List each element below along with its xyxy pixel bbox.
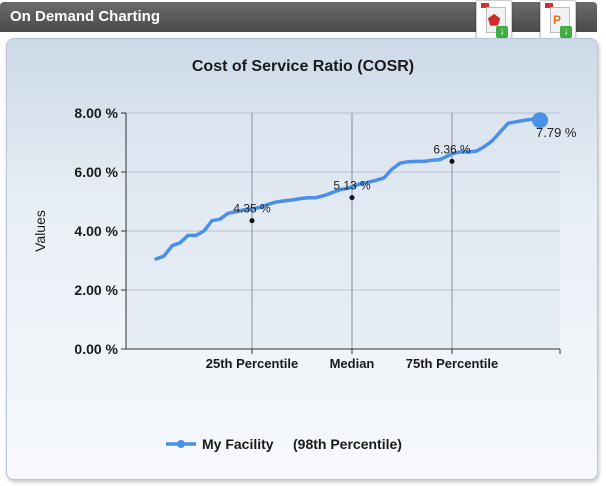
download-arrow-icon: ↓ <box>560 26 572 38</box>
y-tick-label: 6.00 % <box>74 164 118 180</box>
series-line-my-facility <box>154 117 534 261</box>
annotation-label: 6.36 % <box>433 142 471 156</box>
download-arrow-icon: ↓ <box>496 26 508 38</box>
annotation-point <box>249 218 255 224</box>
annotation-label: 4.35 % <box>233 202 271 216</box>
y-tick-label: 0.00 % <box>74 341 118 357</box>
my-facility-marker <box>532 112 548 129</box>
annotation-point <box>449 158 455 164</box>
annotation-label: 5.13 % <box>333 179 371 193</box>
my-facility-label: 7.79 % <box>536 125 577 140</box>
x-tick-label: 75th Percentile <box>406 356 499 371</box>
y-tick-label: 4.00 % <box>74 223 118 239</box>
export-ppt-button[interactable]: P ↓ <box>540 0 576 42</box>
y-tick-label: 8.00 % <box>74 105 118 121</box>
x-tick-label: 25th Percentile <box>206 356 299 371</box>
new-ribbon-icon <box>481 3 489 8</box>
new-ribbon-icon <box>545 3 553 8</box>
legend-label: My Facility <box>202 436 274 452</box>
y-tick-label: 2.00 % <box>74 282 118 298</box>
header-title: On Demand Charting <box>10 8 161 25</box>
legend-note: (98th Percentile) <box>293 436 402 452</box>
annotation-point <box>349 195 355 201</box>
export-pdf-button[interactable]: ⬟ ↓ <box>476 0 512 42</box>
legend-marker <box>177 440 185 448</box>
y-axis-label: Values <box>32 210 48 252</box>
chart-title: Cost of Service Ratio (COSR) <box>192 58 414 75</box>
x-tick-label: Median <box>330 356 375 371</box>
